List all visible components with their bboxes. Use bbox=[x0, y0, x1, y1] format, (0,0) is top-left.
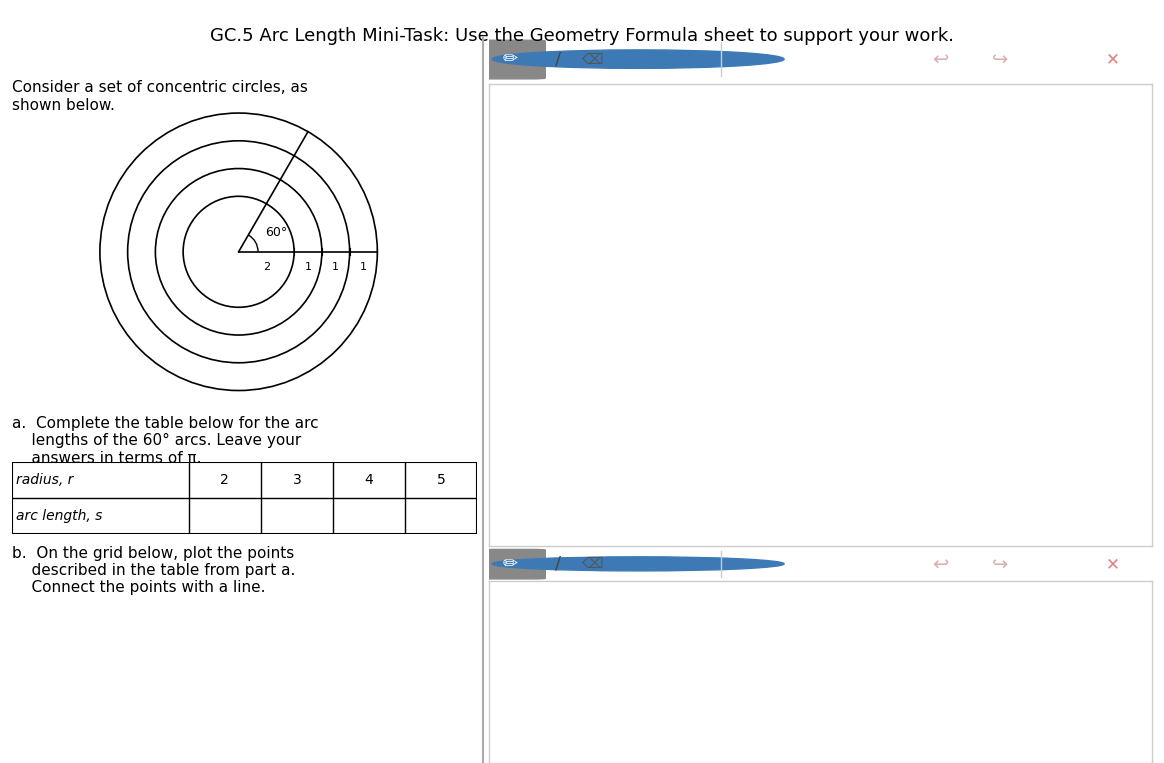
Text: ↪: ↪ bbox=[992, 50, 1008, 69]
Text: ↪: ↪ bbox=[992, 555, 1008, 573]
Text: 3: 3 bbox=[292, 473, 301, 487]
Text: GC.5 Arc Length Mini-Task: Use the Geometry Formula sheet to support your work.: GC.5 Arc Length Mini-Task: Use the Geome… bbox=[210, 27, 954, 45]
FancyBboxPatch shape bbox=[476, 549, 545, 579]
Circle shape bbox=[492, 50, 785, 69]
Text: 2: 2 bbox=[263, 262, 270, 272]
Text: 60°: 60° bbox=[265, 227, 288, 240]
Text: ⌫: ⌫ bbox=[581, 52, 603, 66]
Text: ▼: ▼ bbox=[656, 559, 665, 569]
Text: b.  On the grid below, plot the points
    described in the table from part a.
 : b. On the grid below, plot the points de… bbox=[12, 546, 294, 595]
Text: 1: 1 bbox=[360, 262, 367, 272]
Text: ✏: ✏ bbox=[503, 50, 518, 68]
Circle shape bbox=[492, 557, 785, 571]
Text: ✕: ✕ bbox=[1106, 50, 1120, 68]
Text: a.  Complete the table below for the arc
    lengths of the 60° arcs. Leave your: a. Complete the table below for the arc … bbox=[12, 416, 318, 465]
Text: 2: 2 bbox=[220, 473, 229, 487]
Text: radius, r: radius, r bbox=[16, 473, 73, 487]
Text: Consider a set of concentric circles, as
shown below.: Consider a set of concentric circles, as… bbox=[12, 80, 307, 112]
Text: ▼: ▼ bbox=[656, 54, 665, 64]
Text: 1: 1 bbox=[332, 262, 339, 272]
Text: /: / bbox=[555, 50, 561, 68]
Text: 5: 5 bbox=[436, 473, 446, 487]
Text: ↩: ↩ bbox=[932, 50, 949, 69]
Text: 1: 1 bbox=[305, 262, 312, 272]
Text: ✕: ✕ bbox=[1106, 555, 1120, 573]
Text: ⌫: ⌫ bbox=[581, 556, 603, 571]
FancyBboxPatch shape bbox=[476, 40, 545, 79]
Text: 4: 4 bbox=[364, 473, 374, 487]
Text: arc length, s: arc length, s bbox=[16, 509, 102, 523]
Text: ↩: ↩ bbox=[932, 555, 949, 573]
Text: ✏: ✏ bbox=[503, 555, 518, 573]
Text: /: / bbox=[555, 555, 561, 573]
